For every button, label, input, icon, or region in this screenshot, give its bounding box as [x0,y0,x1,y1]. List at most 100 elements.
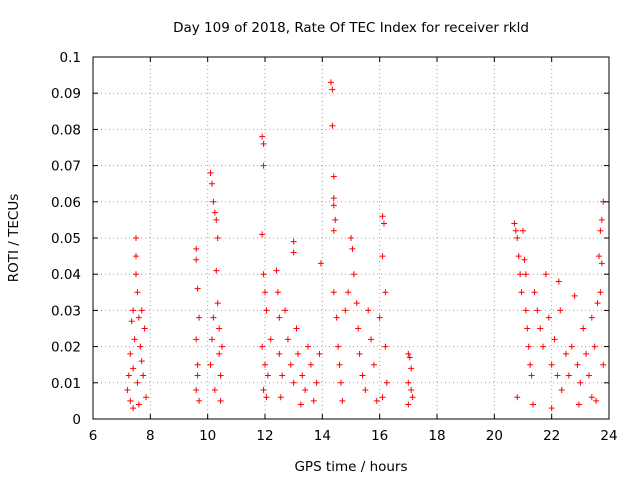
data-point [348,235,354,241]
y-tick-label: 0.02 [51,340,81,356]
data-point [217,372,224,379]
data-point [405,379,412,386]
data-point [194,361,201,368]
data-point [193,336,200,343]
x-tick-label: 14 [314,428,331,444]
data-point [591,343,598,350]
data-point [593,397,600,404]
data-point [316,350,323,357]
data-point [527,361,534,368]
data-point [127,350,134,357]
data-point [294,350,301,357]
y-tick-label: 0.01 [51,376,81,392]
data-point [565,372,572,379]
data-point [130,365,137,372]
data-point [130,405,137,412]
data-point [376,314,383,321]
data-point [134,379,141,386]
data-point [279,372,286,379]
data-point [213,216,220,223]
data-point [598,260,605,267]
data-point [597,227,604,234]
x-tick-label: 18 [428,428,445,444]
data-point [342,307,349,314]
data-point [368,336,375,343]
data-point [383,379,390,386]
data-point [353,300,360,307]
data-point [575,401,582,408]
data-point [600,361,607,368]
data-point [330,173,337,180]
data-point [540,343,547,350]
data-point [330,289,337,296]
x-tick-label: 12 [256,428,273,444]
x-tick-label: 24 [600,428,617,444]
data-point [262,289,268,296]
data-point [598,216,605,223]
x-tick-label: 22 [543,428,560,444]
data-point [133,253,139,260]
data-point [379,394,386,401]
data-point [335,343,342,350]
data-point [207,361,214,368]
y-tick-label: 0.03 [51,303,81,319]
y-tick-label: 0.06 [51,195,81,211]
data-point [514,235,521,241]
data-point [137,343,144,350]
data-point [330,227,337,234]
data-point [382,289,389,296]
data-point [290,249,297,256]
data-point [305,343,311,350]
data-point [219,343,225,350]
y-tick-label: 0.09 [51,86,81,102]
x-tick-label: 20 [486,428,503,444]
y-tick-labels: 0 0.01 0.02 0.03 0.04 0.05 0.06 0.07 0.08 0.09 0.1 [51,50,81,428]
data-point [594,300,601,307]
x-tick-label: 8 [146,428,155,444]
data-point [408,365,415,372]
data-point [405,350,412,357]
data-point [127,397,134,404]
data-point [350,271,357,278]
data-point [554,372,561,379]
data-point [382,343,389,350]
data-point [264,372,271,379]
data-point [517,271,524,278]
data-point [277,394,284,401]
data-point [585,372,592,379]
data-point [583,350,590,357]
data-point [588,394,595,401]
data-point [595,253,602,260]
x-tick-label: 16 [371,428,388,444]
data-point [373,397,380,404]
data-point [210,314,217,321]
data-point [211,387,218,394]
data-point [530,401,537,408]
data-point [588,314,595,321]
data-point [124,387,131,394]
data-point [597,289,604,296]
data-point [276,314,283,321]
data-point [511,220,518,227]
data-point [193,245,200,252]
data-point [521,256,528,263]
data-point [313,379,320,386]
data-point [293,325,300,332]
data-point [263,394,270,401]
data-point [140,372,147,379]
data-point [193,387,200,394]
data-point [574,361,581,368]
data-point [194,285,201,292]
data-point [327,79,334,86]
data-point [329,86,336,93]
data-point [345,289,352,296]
data-point [131,336,138,343]
data-point [207,169,214,176]
data-point [259,231,266,238]
data-point [349,245,356,252]
data-point [214,300,221,307]
axis-ticks [92,56,610,420]
data-point [408,387,415,394]
data-point [310,397,317,404]
